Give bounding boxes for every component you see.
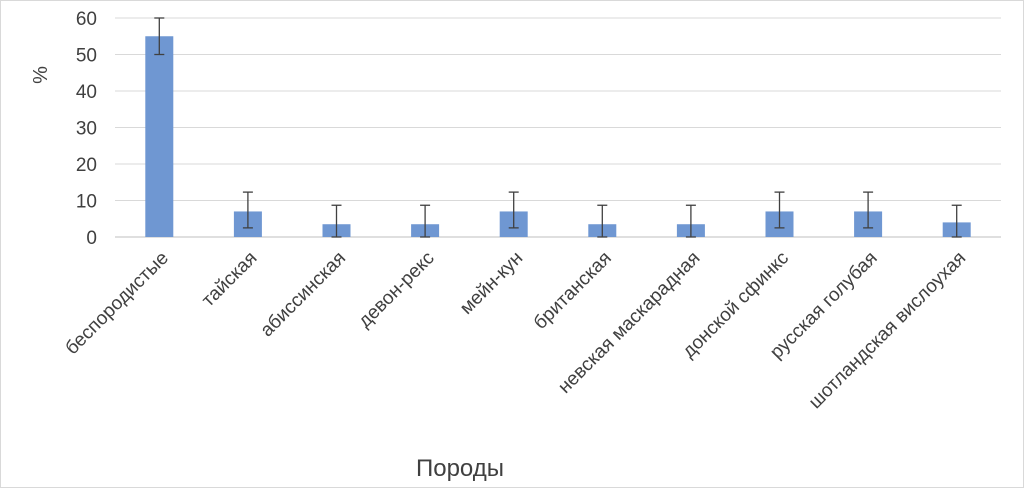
error-bars xyxy=(154,17,962,238)
y-tick-label: 40 xyxy=(76,82,97,103)
error-bar xyxy=(508,191,519,229)
error-bar xyxy=(685,204,696,238)
x-tick-label: шотландская вислоухая xyxy=(805,248,970,413)
x-tick-label: невская маскарадная xyxy=(554,248,704,398)
y-axis-ticks: 0 10 20 30 40 50 60 xyxy=(76,9,97,249)
y-tick-label: 10 xyxy=(76,192,97,213)
x-tick-label: британская xyxy=(530,248,616,334)
x-tick-label: тайская xyxy=(198,248,261,311)
y-tick-label: 0 xyxy=(86,228,97,249)
y-tick-label: 30 xyxy=(76,119,97,140)
error-bar xyxy=(420,204,431,238)
y-tick-label: 60 xyxy=(76,9,97,30)
x-tick-label: беспородистые xyxy=(62,248,173,359)
x-tick-label: абиссинская xyxy=(257,248,351,342)
x-tick-label: девон-рекс xyxy=(354,248,438,332)
x-tick-label: мейн-кун xyxy=(456,248,527,319)
error-bar xyxy=(774,191,785,229)
error-bar xyxy=(951,204,962,238)
error-bar xyxy=(863,191,874,229)
x-axis-label: Породы xyxy=(416,455,504,482)
y-tick-label: 50 xyxy=(76,46,97,67)
error-bar xyxy=(331,204,342,238)
bar xyxy=(145,36,174,237)
gridlines xyxy=(115,17,1001,238)
error-bar xyxy=(154,17,165,56)
y-axis-label: % xyxy=(30,66,52,84)
bars xyxy=(145,36,971,237)
error-bar xyxy=(242,191,253,229)
y-tick-label: 20 xyxy=(76,155,97,176)
error-bar xyxy=(597,204,608,238)
